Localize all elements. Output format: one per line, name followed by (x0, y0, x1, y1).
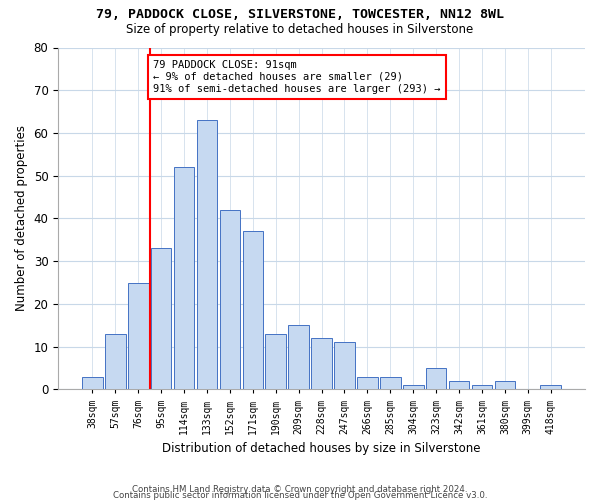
Bar (426, 368, 446, 390)
Text: Contains HM Land Registry data © Crown copyright and database right 2024.: Contains HM Land Registry data © Crown c… (132, 484, 468, 494)
Bar (265, 334, 286, 390)
Bar (541, 385, 561, 390)
Text: Size of property relative to detached houses in Silverstone: Size of property relative to detached ho… (127, 22, 473, 36)
Bar (334, 342, 355, 390)
X-axis label: Distribution of detached houses by size in Silverstone: Distribution of detached houses by size … (163, 442, 481, 455)
Bar (403, 385, 424, 390)
Bar (105, 334, 125, 390)
Bar (449, 381, 469, 390)
Bar (357, 376, 378, 390)
Bar (289, 326, 309, 390)
Bar (311, 338, 332, 390)
Bar (82, 376, 103, 390)
Bar (472, 385, 493, 390)
Bar (220, 210, 240, 390)
Bar (380, 376, 401, 390)
Text: 79, PADDOCK CLOSE, SILVERSTONE, TOWCESTER, NN12 8WL: 79, PADDOCK CLOSE, SILVERSTONE, TOWCESTE… (96, 8, 504, 20)
Y-axis label: Number of detached properties: Number of detached properties (15, 126, 28, 312)
Bar (242, 232, 263, 390)
Bar (197, 120, 217, 390)
Text: 79 PADDOCK CLOSE: 91sqm
← 9% of detached houses are smaller (29)
91% of semi-det: 79 PADDOCK CLOSE: 91sqm ← 9% of detached… (153, 60, 440, 94)
Text: Contains public sector information licensed under the Open Government Licence v3: Contains public sector information licen… (113, 490, 487, 500)
Bar (128, 282, 149, 390)
Bar (494, 381, 515, 390)
Bar (174, 167, 194, 390)
Bar (151, 248, 172, 390)
